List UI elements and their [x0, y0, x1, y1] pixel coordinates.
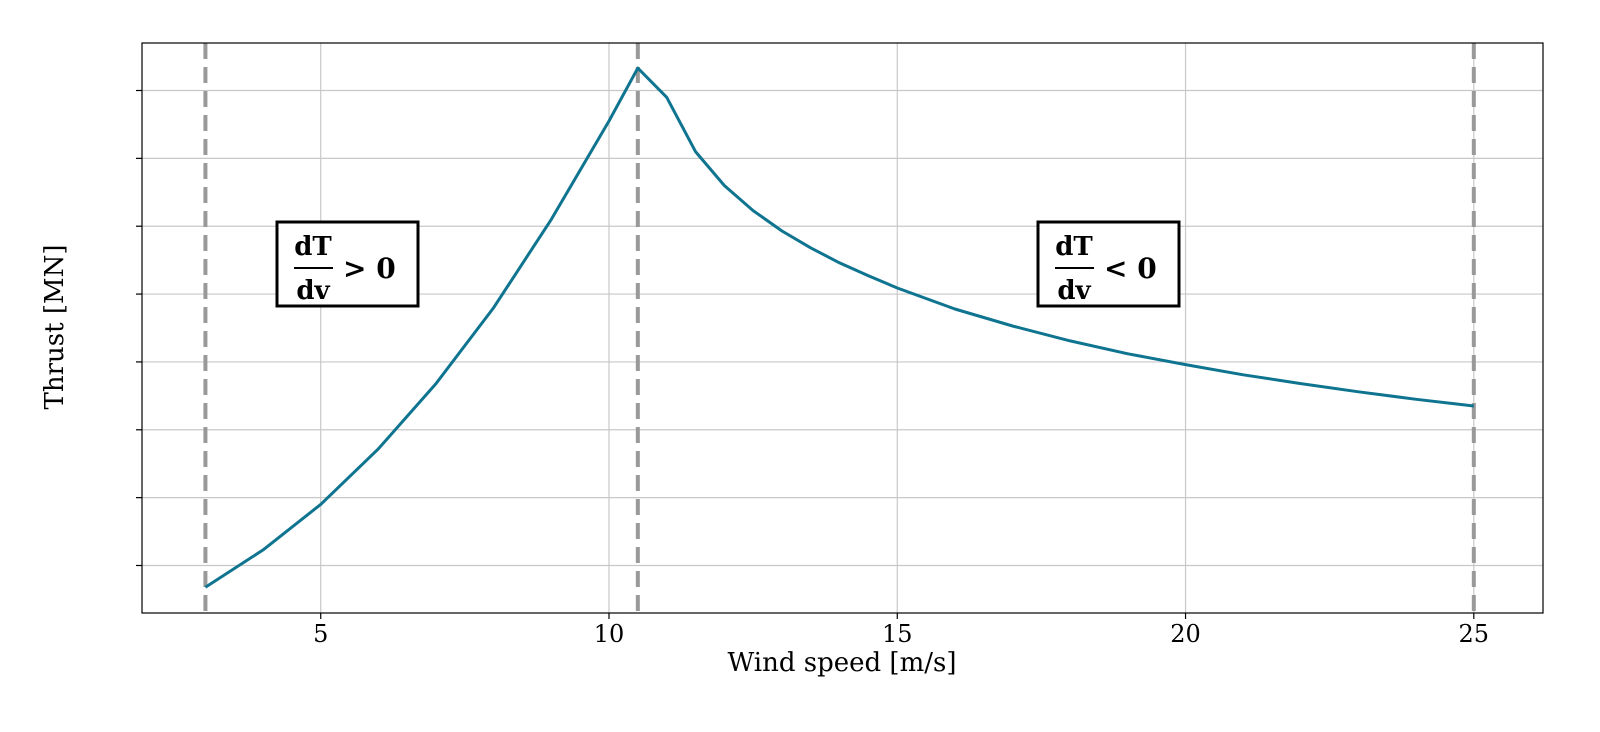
series-layer	[204, 66, 1474, 589]
x-tick-label: 25	[1459, 620, 1490, 648]
annotation-numerator: dT	[1055, 232, 1093, 262]
x-tick-label: 5	[313, 620, 328, 648]
annotation-box	[275, 220, 420, 308]
y-axis-label: Thrust [MN]	[40, 245, 70, 410]
x-tick-label: 10	[594, 620, 625, 648]
annotation-relation: < 0	[1104, 252, 1157, 285]
x-tick-label: 15	[882, 620, 913, 648]
annotation-numerator: dT	[294, 232, 332, 262]
plot-frame	[141, 42, 1544, 614]
annotation-increasing: dT dv > 0	[275, 220, 420, 308]
x-tick-label: 20	[1170, 620, 1201, 648]
annotation-box	[1036, 220, 1181, 308]
annotation-denominator: dv	[1057, 276, 1091, 306]
annotation-relation: > 0	[343, 252, 396, 285]
thrust-curve	[204, 66, 1474, 589]
annotation-decreasing: dT dv < 0	[1036, 220, 1181, 308]
grid	[142, 43, 1543, 613]
annotation-denominator: dv	[296, 276, 330, 306]
x-axis-label: Wind speed [m/s]	[728, 648, 957, 678]
ticks: 5 10 15 20 25	[136, 89, 1490, 648]
regime-boundaries	[203, 43, 1476, 613]
